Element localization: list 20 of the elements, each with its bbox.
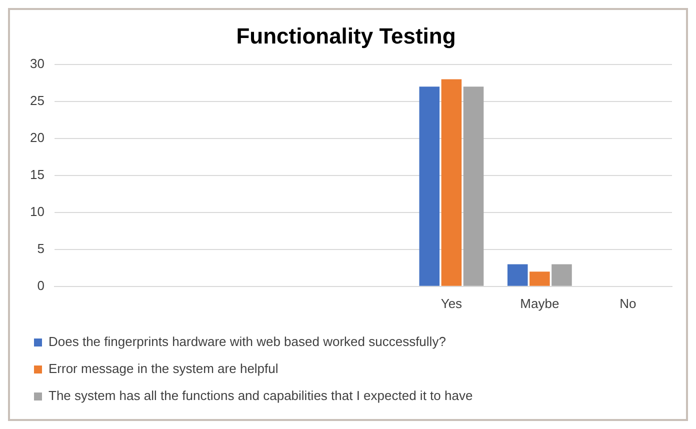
y-tick-label: 0 xyxy=(37,278,44,293)
bar xyxy=(530,272,550,286)
legend-label: The system has all the functions and capabilities that I expected it to have xyxy=(48,388,473,404)
y-tick-label: 30 xyxy=(30,56,44,71)
y-tick-label: 20 xyxy=(30,130,44,145)
y-tick-label: 5 xyxy=(37,240,44,256)
y-tick-label: 10 xyxy=(30,204,44,219)
chart-title: Functionality Testing xyxy=(236,23,456,48)
bar xyxy=(507,264,528,286)
y-tick-label: 25 xyxy=(30,92,44,108)
bar xyxy=(441,79,462,286)
x-tick-label: Yes xyxy=(440,296,463,311)
x-tick-label: Maybe xyxy=(520,296,560,311)
bar xyxy=(419,86,440,286)
x-tick-label: No xyxy=(620,296,636,311)
bar xyxy=(552,264,572,286)
bar xyxy=(463,86,484,286)
y-tick-label: 15 xyxy=(30,166,44,182)
legend-label: Does the fingerprints hardware with web based worked successfully? xyxy=(48,334,446,350)
legend-label: Error message in the system are helpful xyxy=(48,361,278,376)
